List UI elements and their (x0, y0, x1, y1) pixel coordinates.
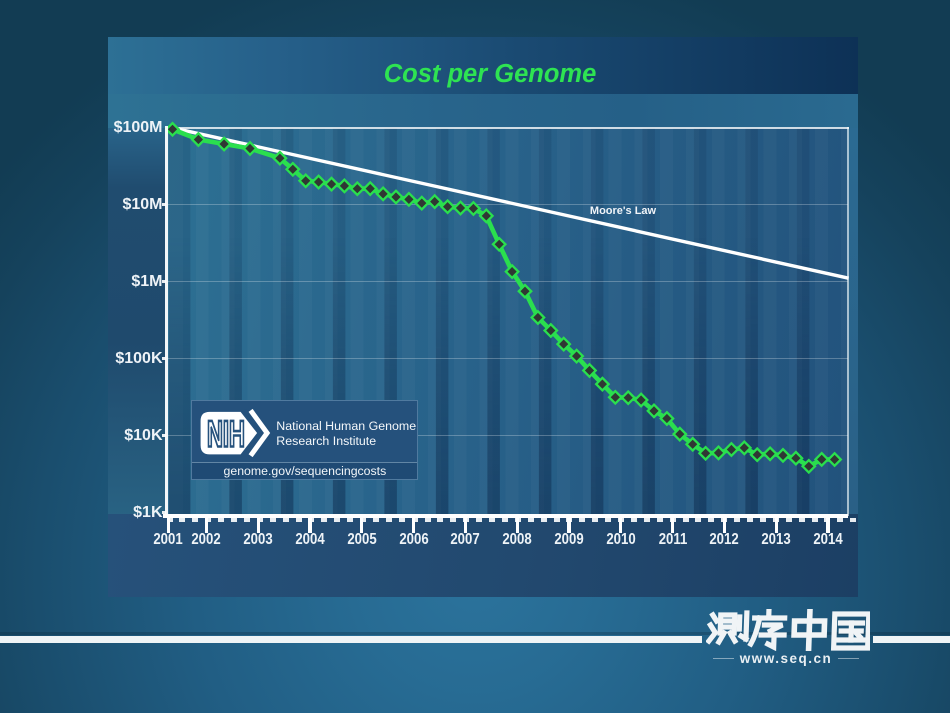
svg-text:NIH: NIH (207, 413, 245, 454)
